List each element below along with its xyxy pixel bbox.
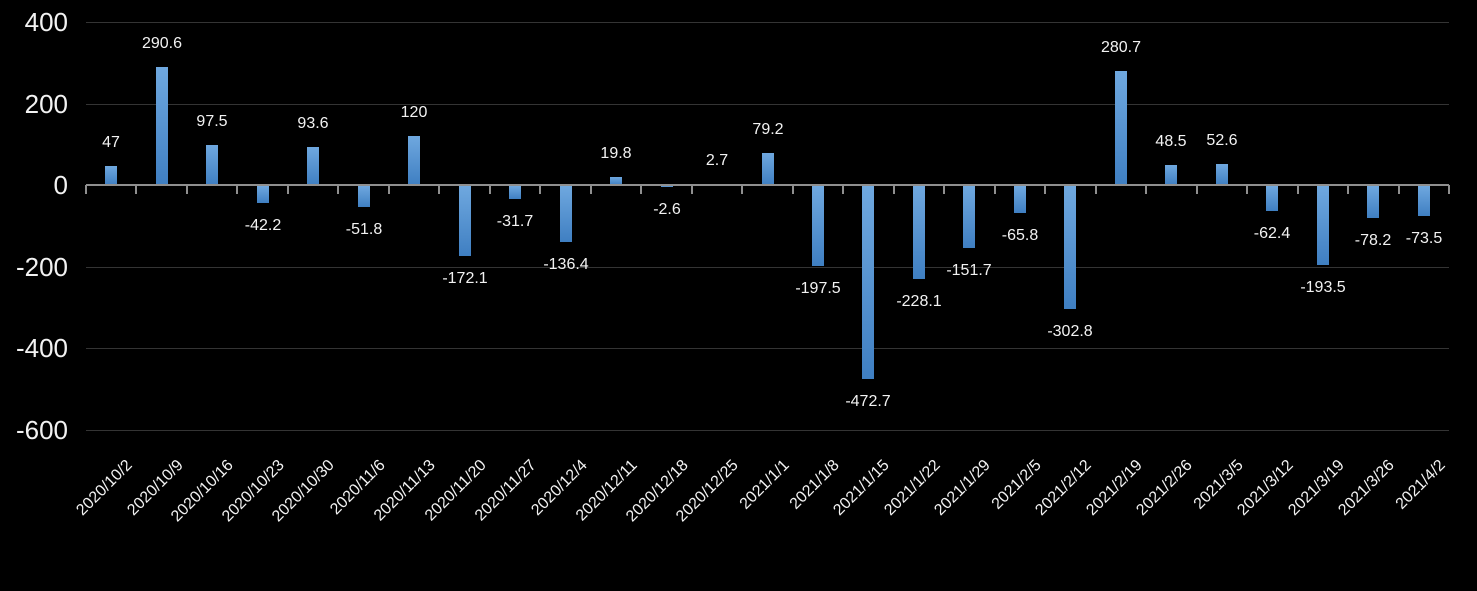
x-axis-tick: [1448, 185, 1450, 194]
data-label: -78.2: [1354, 232, 1392, 249]
bar: [1317, 186, 1329, 265]
data-label: -193.5: [1300, 279, 1346, 296]
x-axis-tick: [236, 185, 238, 194]
data-label: 290.6: [141, 35, 183, 52]
x-axis-tick: [792, 185, 794, 194]
bar: [610, 177, 622, 185]
bar: [358, 186, 370, 207]
x-axis-tick: [388, 185, 390, 194]
x-axis-tick: [1044, 185, 1046, 194]
y-tick-label: -400: [15, 333, 68, 363]
x-axis-tick: [691, 185, 693, 194]
bar: [156, 67, 168, 185]
data-label: 79.2: [752, 121, 784, 138]
bar: [307, 147, 319, 185]
data-label: 19.8: [600, 145, 632, 162]
y-tick-label: -600: [15, 415, 68, 445]
x-axis-tick: [842, 185, 844, 194]
bar: [661, 186, 673, 187]
x-axis-tick: [539, 185, 541, 194]
bar: [1115, 71, 1127, 185]
bar: [408, 136, 420, 185]
x-axis-tick: [1246, 185, 1248, 194]
data-label: 93.6: [297, 115, 329, 132]
x-axis-tick: [640, 185, 642, 194]
bar: [1014, 186, 1026, 213]
x-axis-tick: [1095, 185, 1097, 194]
bar: [257, 186, 269, 203]
data-label: -73.5: [1405, 230, 1443, 247]
data-label: -302.8: [1047, 323, 1093, 340]
bar: [1216, 164, 1228, 185]
data-label: 2.7: [705, 152, 729, 169]
x-axis-tick: [438, 185, 440, 194]
gridline: [86, 348, 1449, 349]
bar: [1266, 186, 1278, 211]
x-axis-tick: [1347, 185, 1349, 194]
y-tick-label: -200: [15, 252, 68, 282]
bar: [206, 145, 218, 185]
x-axis-tick: [741, 185, 743, 194]
x-axis-line: [86, 184, 1449, 186]
x-axis-tick: [1196, 185, 1198, 194]
gridline: [86, 430, 1449, 431]
y-tick-label: 0: [53, 170, 68, 200]
data-label: -197.5: [795, 280, 841, 297]
x-axis-tick: [893, 185, 895, 194]
bar: [762, 153, 774, 185]
gridline: [86, 22, 1449, 23]
bar: [1418, 186, 1430, 216]
data-label: 47: [102, 134, 120, 151]
data-label: -228.1: [896, 293, 942, 310]
x-axis-tick: [1297, 185, 1299, 194]
bar: [105, 166, 117, 185]
x-axis-tick: [489, 185, 491, 194]
bar: [459, 186, 471, 256]
bar: [1367, 186, 1379, 218]
data-label: -151.7: [946, 262, 992, 279]
data-label: 120: [400, 104, 428, 121]
x-axis-tick: [943, 185, 945, 194]
y-tick-label: 200: [24, 89, 68, 119]
data-label: 48.5: [1155, 133, 1187, 150]
x-axis-tick: [1398, 185, 1400, 194]
bar: [1064, 186, 1076, 309]
gridline: [86, 267, 1449, 268]
data-label: 280.7: [1100, 39, 1142, 56]
data-label: -2.6: [653, 201, 681, 218]
x-axis-tick: [186, 185, 188, 194]
x-axis-tick: [590, 185, 592, 194]
gridline: [86, 104, 1449, 105]
x-axis-tick: [994, 185, 996, 194]
data-label: -472.7: [845, 393, 891, 410]
x-axis-tick: [85, 185, 87, 194]
bar: [963, 186, 975, 248]
x-axis-tick: [1145, 185, 1147, 194]
data-label: -31.7: [496, 213, 534, 230]
data-label: -136.4: [543, 256, 589, 273]
bar: [913, 186, 925, 279]
data-label: -51.8: [345, 221, 383, 238]
bar: [560, 186, 572, 242]
x-axis-tick: [287, 185, 289, 194]
bar: [1165, 165, 1177, 185]
y-tick-label: 400: [24, 7, 68, 37]
data-label: -42.2: [244, 217, 282, 234]
x-axis-tick: [135, 185, 137, 194]
data-label: 97.5: [196, 113, 228, 130]
bar: [862, 186, 874, 379]
bar: [812, 186, 824, 266]
data-label: -65.8: [1001, 227, 1039, 244]
x-axis-tick: [337, 185, 339, 194]
bar: [509, 186, 521, 199]
data-label: 52.6: [1206, 132, 1238, 149]
data-label: -172.1: [442, 270, 488, 287]
data-label: -62.4: [1253, 225, 1291, 242]
